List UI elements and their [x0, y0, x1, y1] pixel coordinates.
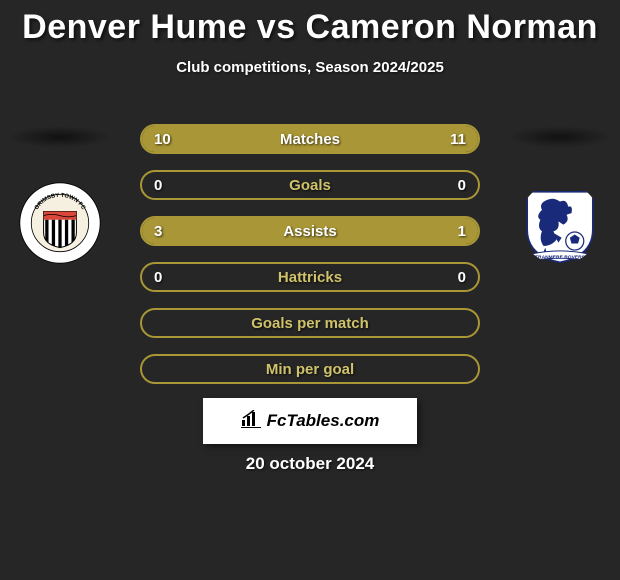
stat-bar: 3Assists1: [140, 216, 480, 246]
stat-bar: Min per goal: [140, 354, 480, 384]
stat-bar: 0Goals0: [140, 170, 480, 200]
stat-value-right: 11: [450, 131, 466, 148]
stat-value-right: 1: [458, 223, 466, 240]
club-crest-left: GRIMSBY TOWN FC: [19, 182, 101, 264]
stat-bar: 10Matches11: [140, 124, 480, 154]
stat-label: Goals per match: [142, 315, 478, 332]
footer-badge: FcTables.com: [203, 398, 417, 444]
stat-bar: 0Hattricks0: [140, 262, 480, 292]
subtitle: Club competitions, Season 2024/2025: [0, 59, 620, 76]
stat-label: Min per goal: [142, 361, 478, 378]
stat-bar: Goals per match: [140, 308, 480, 338]
stat-value-right: 0: [458, 269, 466, 286]
page-title: Denver Hume vs Cameron Norman: [0, 0, 620, 47]
stat-label: Goals: [142, 177, 478, 194]
date-label: 20 october 2024: [0, 454, 620, 474]
crest-shadow-right: [508, 126, 612, 148]
stat-value-right: 0: [458, 177, 466, 194]
club-crest-right: TRANMERE ROVERS: [519, 182, 601, 264]
crest-shadow-left: [8, 126, 112, 148]
stat-bars-container: 10Matches110Goals03Assists10Hattricks0Go…: [140, 124, 480, 400]
svg-text:TRANMERE ROVERS: TRANMERE ROVERS: [535, 254, 586, 260]
stat-label: Matches: [142, 131, 478, 148]
chart-icon: [241, 410, 261, 433]
stat-label: Assists: [142, 223, 478, 240]
footer-label: FcTables.com: [267, 411, 380, 431]
stat-label: Hattricks: [142, 269, 478, 286]
